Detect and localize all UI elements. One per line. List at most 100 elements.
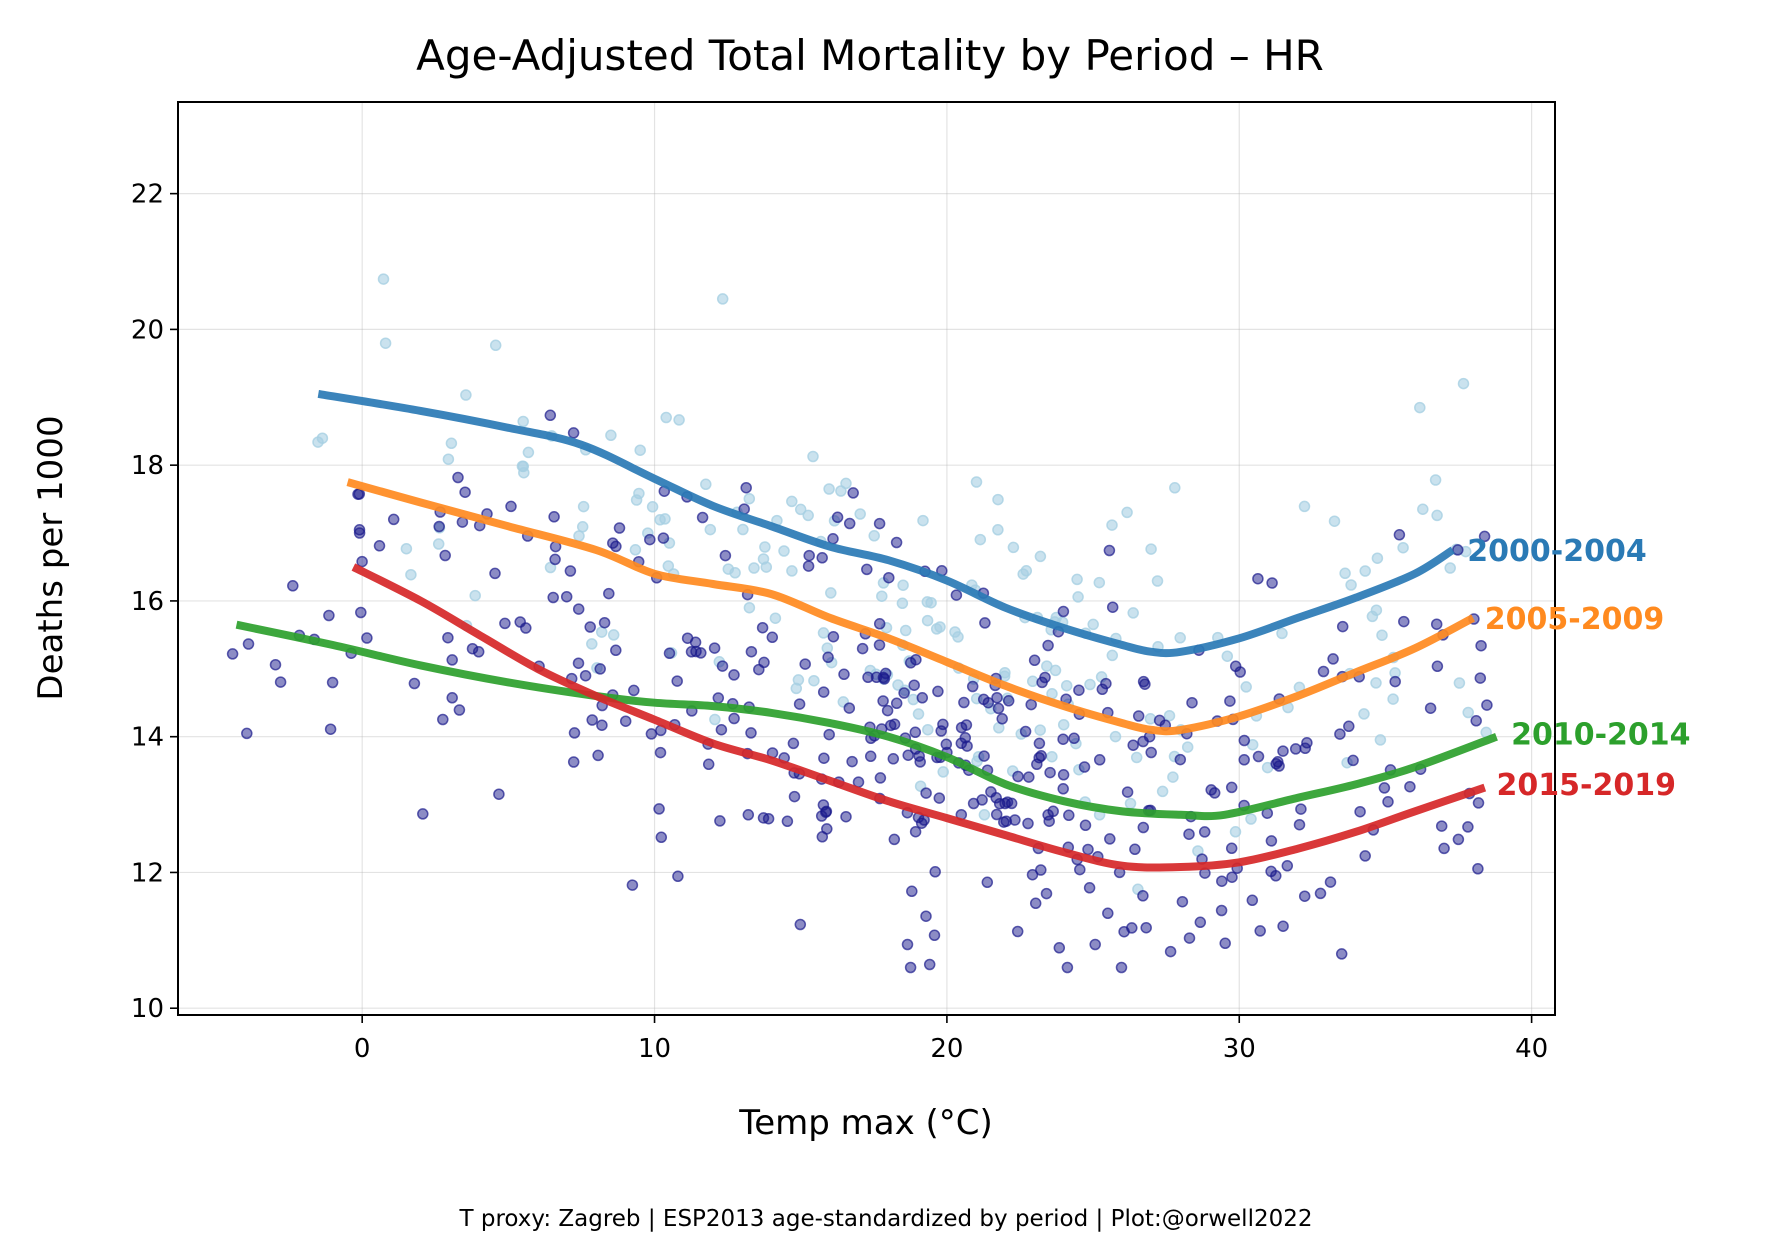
scatter-point [916, 692, 929, 704]
scatter-point [646, 501, 659, 513]
scatter-point [1106, 601, 1119, 613]
scatter-point [729, 567, 741, 579]
scatter-point [685, 646, 698, 658]
scatter-point [934, 621, 946, 633]
y-tick-label: 22 [131, 180, 164, 210]
scatter-point [1137, 821, 1150, 834]
scatter-point [1281, 860, 1294, 872]
scatter-point [955, 737, 968, 750]
scatter-point [803, 549, 815, 562]
scatter-point [373, 540, 386, 552]
scatter-point [861, 563, 873, 576]
y-tick-label: 16 [131, 587, 164, 617]
scatter-point [460, 389, 472, 401]
scatter-point [696, 511, 709, 524]
scatter-point [1183, 828, 1195, 840]
x-tick-label: 40 [1515, 1034, 1548, 1064]
scatter-point [879, 667, 892, 680]
scatter-point [595, 626, 608, 638]
scatter-point [1127, 739, 1139, 751]
scatter-point [737, 523, 749, 536]
scatter-point [1276, 627, 1288, 640]
scatter-point [1151, 575, 1164, 587]
scatter-point [1293, 818, 1306, 831]
scatter-point [1219, 937, 1231, 950]
scatter-point [716, 293, 729, 305]
scatter-point [417, 808, 429, 820]
scatter-point [1462, 706, 1474, 719]
scatter-point [846, 755, 858, 768]
scatter-point [978, 809, 991, 821]
scatter-point [904, 961, 917, 974]
scatter-point [1129, 843, 1141, 856]
scatter-point [645, 728, 658, 740]
scatter-point [933, 792, 946, 804]
scatter-point [873, 517, 886, 530]
scatter-point [1115, 961, 1128, 974]
scatter-point [1103, 544, 1116, 557]
scatter-point [1371, 552, 1384, 564]
scatter-point [868, 530, 880, 542]
scatter-point [493, 788, 505, 800]
scatter-point [1023, 771, 1035, 783]
scatter-point [1277, 745, 1289, 757]
scatter-point [1438, 842, 1450, 855]
scatter-point [1022, 817, 1034, 830]
scatter-point [908, 679, 920, 691]
series-label-2010-2014: 2010-2014 [1511, 717, 1690, 752]
scatter-point [793, 698, 806, 710]
scatter-point [1057, 783, 1069, 795]
scatter-point [1033, 737, 1046, 750]
scatter-point [356, 555, 368, 568]
scatter-point [1414, 401, 1426, 414]
scatter-point [1060, 679, 1073, 692]
series-labels: 2000-2004 2005-2009 2010-2014 2015-2019 [1467, 534, 1690, 803]
scatter-point [408, 677, 421, 690]
scatter-point [1169, 482, 1181, 494]
scatter-point [1121, 786, 1134, 798]
scatter-point [1327, 653, 1339, 665]
scatter-point [1378, 782, 1391, 794]
scatter-point [940, 738, 953, 751]
scatter-point [1265, 865, 1277, 878]
scatter-point [442, 453, 455, 465]
scatter-point [1061, 961, 1074, 974]
series-label-2000-2004: 2000-2004 [1467, 534, 1646, 569]
scatter-point [985, 786, 997, 798]
scatter-point [887, 753, 900, 765]
scatter-point [1478, 530, 1491, 543]
scatter-point [742, 809, 755, 821]
scatter-point [1277, 920, 1289, 932]
scatter-point [786, 495, 798, 508]
scatter-point [967, 797, 980, 810]
scatter-point [1130, 751, 1143, 764]
scatter-point [1068, 732, 1080, 745]
scatter-point [1470, 715, 1482, 727]
scatter-point [274, 676, 287, 688]
scatter-point [584, 621, 596, 633]
scatter-point [896, 597, 909, 610]
scatter-point [1229, 660, 1242, 673]
scatter-point [603, 587, 615, 600]
scatter-point [626, 879, 639, 891]
scatter-point [873, 639, 886, 651]
scatter-point [1472, 797, 1485, 809]
scatter-point [1046, 750, 1058, 763]
scatter-point [992, 524, 1004, 536]
scatter-point [915, 817, 928, 829]
scatter-point [1208, 787, 1221, 799]
scatter-point [743, 601, 756, 614]
series-line-2015-2019 [351, 563, 1487, 872]
scatter-point [1452, 833, 1465, 846]
scatter-point [459, 486, 471, 498]
y-tick-label: 20 [131, 315, 164, 345]
scatter-point [854, 508, 866, 520]
scatter-point [671, 675, 683, 687]
x-tick-label: 20 [930, 1034, 963, 1064]
scatter-point [1009, 814, 1021, 826]
scatter-point [517, 415, 529, 428]
scatter-point [825, 587, 837, 599]
scatter-point [952, 631, 964, 643]
scatter-point [1245, 813, 1257, 825]
scatter-point [876, 590, 888, 602]
